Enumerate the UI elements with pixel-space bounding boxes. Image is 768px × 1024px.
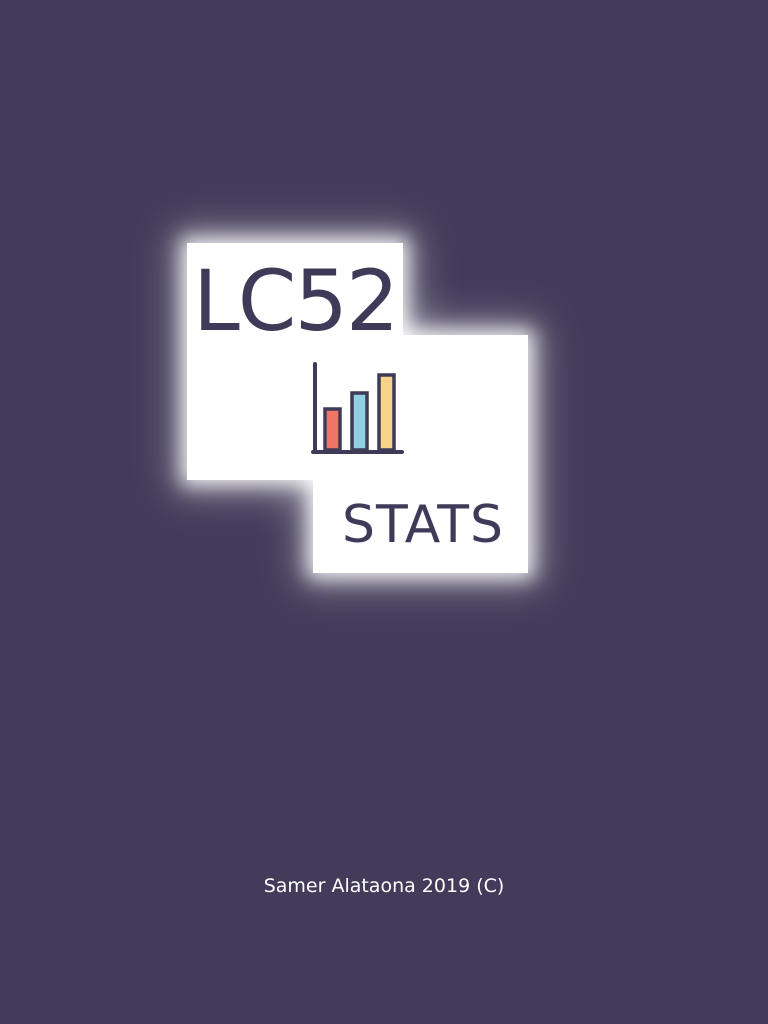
copyright-text: Samer Alataona 2019 (C) xyxy=(263,875,505,897)
bar-chart-icon xyxy=(311,362,404,454)
chart-bar-3 xyxy=(377,373,396,452)
chart-bar-2 xyxy=(350,391,369,452)
app-title: LC52 xyxy=(193,252,399,350)
app-subtitle: STATS xyxy=(342,495,505,555)
chart-bar-1 xyxy=(323,407,342,452)
